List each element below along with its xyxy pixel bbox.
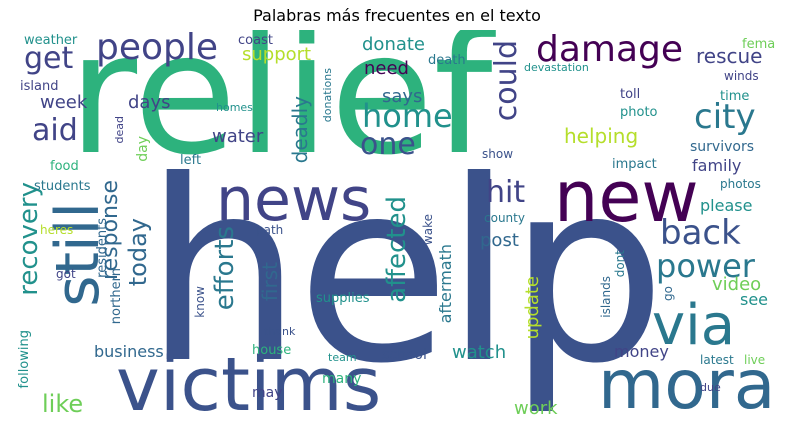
word-family: family <box>692 156 742 175</box>
word-heres: heres <box>40 223 74 237</box>
word-victims: victims <box>116 342 382 422</box>
word-survivors: survivors <box>690 139 754 155</box>
word-money: money <box>614 342 669 361</box>
word-need: need <box>364 58 409 79</box>
word-week: week <box>40 92 88 113</box>
word-team: team <box>328 351 357 364</box>
word-supplies: supplies <box>316 291 370 306</box>
word-deadly: deadly <box>288 96 312 164</box>
word-got: got <box>56 267 76 281</box>
word-relief: relief <box>68 30 493 192</box>
word-know: know <box>193 286 207 318</box>
word-show: show <box>482 147 514 161</box>
word-news: news <box>216 165 372 235</box>
word-help: help <box>144 127 666 418</box>
word-people: people <box>96 30 219 68</box>
word-thank: thank <box>264 325 296 338</box>
word-go: go <box>661 286 675 301</box>
word-dont: dont <box>613 250 627 278</box>
word-homes: homes <box>216 101 253 114</box>
word-dead: dead <box>113 116 126 144</box>
word-back: back <box>660 213 741 253</box>
word-due: due <box>700 381 721 394</box>
word-aftermath: aftermath <box>436 244 455 324</box>
word-get: get <box>24 41 74 76</box>
word-donations: donations <box>321 68 334 123</box>
word-island: island <box>20 79 59 94</box>
word-business: business <box>94 342 164 361</box>
word-county: county <box>484 211 525 225</box>
word-wake: wake <box>421 214 435 246</box>
word-one: one <box>360 127 416 162</box>
word-first: first <box>258 262 282 302</box>
word-students: students <box>34 179 91 194</box>
word-watch: watch <box>452 342 507 363</box>
word-may: may <box>252 385 283 401</box>
word-could: could <box>489 40 524 122</box>
word-impact: impact <box>612 157 657 172</box>
word-hit: hit <box>486 175 526 210</box>
word-cloud: relief help victims news new mora via st… <box>16 30 778 422</box>
word-death: death <box>428 53 466 68</box>
word-weather: weather <box>24 33 78 48</box>
word-school: school <box>382 347 427 363</box>
word-efforts: efforts <box>210 226 240 311</box>
word-devastation: devastation <box>524 61 589 74</box>
word-residents: residents <box>95 218 110 278</box>
word-new: new <box>554 156 699 238</box>
word-rescue: rescue <box>696 44 763 68</box>
word-winds: winds <box>724 69 759 83</box>
word-house: house <box>252 343 292 358</box>
word-water: water <box>212 126 264 147</box>
word-affected: affected <box>382 196 412 303</box>
word-northern: northern <box>109 268 124 325</box>
word-support: support <box>242 44 312 65</box>
word-donate: donate <box>362 34 426 55</box>
word-many: many <box>322 371 362 387</box>
word-city: city <box>694 97 756 137</box>
chart-title: Palabras más frecuentes en el texto <box>253 6 541 25</box>
word-days: days <box>128 92 171 113</box>
word-aid: aid <box>32 113 78 148</box>
word-see: see <box>740 290 769 309</box>
word-like: like <box>42 390 84 418</box>
word-live: live <box>744 353 766 367</box>
word-latest: latest <box>700 353 734 367</box>
word-toll: toll <box>620 87 641 102</box>
word-home: home <box>362 97 453 135</box>
word-power: power <box>656 247 755 285</box>
word-time: time <box>720 89 750 104</box>
word-video: video <box>712 274 762 295</box>
word-says: says <box>382 86 423 107</box>
word-path: path <box>256 223 284 237</box>
word-following: following <box>17 330 32 389</box>
word-islands: islands <box>599 276 613 318</box>
word-via: via <box>652 293 736 358</box>
word-coast: coast <box>238 33 273 48</box>
word-helping: helping <box>564 124 639 148</box>
word-food: food <box>50 159 79 174</box>
word-day: day <box>135 136 151 162</box>
word-damage: damage <box>536 30 684 70</box>
word-work: work <box>514 398 558 419</box>
word-fema: fema <box>742 37 776 52</box>
word-mora: mora <box>598 346 776 422</box>
word-left: left <box>180 153 202 168</box>
word-post: post <box>480 230 519 251</box>
word-photos: photos <box>720 177 761 191</box>
word-please: please <box>700 196 753 215</box>
word-today: today <box>124 218 152 287</box>
word-photo: photo <box>620 105 658 120</box>
word-update: update <box>522 276 543 340</box>
word-recovery: recovery <box>16 182 44 296</box>
